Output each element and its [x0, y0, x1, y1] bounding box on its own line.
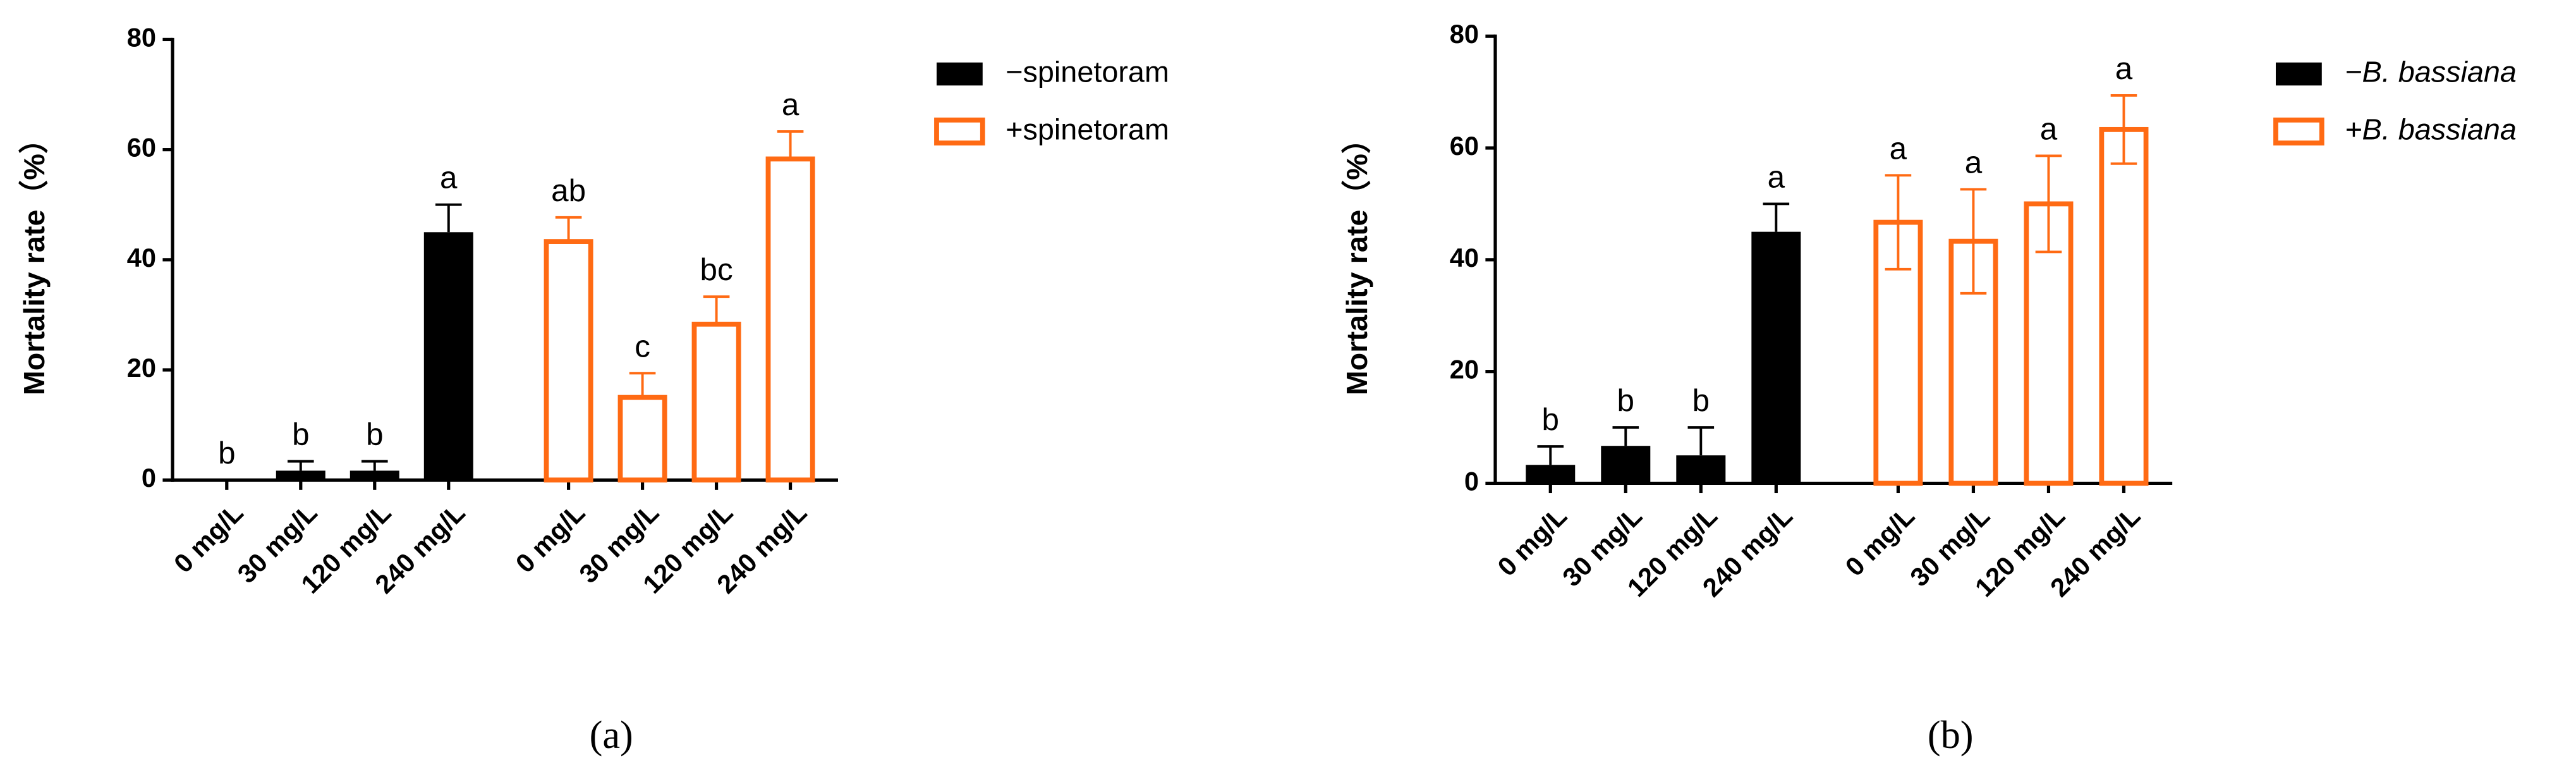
error-bar [1612, 426, 1639, 446]
error-bar [777, 130, 804, 159]
error-bar [2110, 94, 2137, 165]
significance-letter: a [1768, 159, 1785, 194]
y-axis-label: Mortality rate（%） [18, 124, 51, 395]
significance-letter: b [1692, 383, 1710, 418]
y-tick-label: 60 [1450, 131, 1479, 161]
legend-swatch [936, 62, 983, 86]
error-bar [287, 460, 314, 471]
significance-letter: b [366, 417, 383, 452]
bar [691, 321, 741, 483]
bar [423, 232, 473, 481]
significance-letter: a [2115, 51, 2133, 86]
significance-letter: a [782, 87, 799, 122]
bar [349, 470, 399, 481]
caption: (b) [1928, 713, 1974, 757]
bar [765, 156, 815, 483]
significance-letter: b [1542, 402, 1559, 437]
bar [1751, 231, 1801, 484]
legend-swatch [934, 117, 985, 146]
error-bar [1687, 426, 1715, 456]
bar [1601, 446, 1651, 484]
significance-letter: a [1965, 145, 1983, 180]
y-tick-label: 80 [127, 22, 156, 52]
significance-letter: b [292, 417, 309, 452]
bar [2099, 126, 2149, 486]
y-tick-label: 80 [1450, 19, 1479, 49]
error-bar [1960, 188, 1987, 295]
error-bar [703, 295, 730, 324]
error-bar [435, 203, 462, 233]
y-tick-label: 20 [1450, 355, 1479, 384]
error-bar [361, 460, 388, 471]
error-bar [2035, 154, 2062, 254]
significance-letter: ab [551, 173, 586, 208]
legend-label: +B. bassiana [2345, 113, 2517, 145]
legend-swatch [2273, 117, 2324, 146]
y-tick-label: 40 [127, 243, 156, 273]
caption: (a) [590, 713, 633, 757]
bar [617, 395, 667, 483]
y-tick-label: 0 [1464, 466, 1479, 496]
legend-label: +spinetoram [1005, 113, 1169, 145]
y-tick-label: 0 [142, 463, 156, 493]
bar [1526, 465, 1576, 484]
y-tick-label: 60 [127, 133, 156, 162]
significance-letter: bc [700, 252, 733, 287]
significance-letter: b [218, 436, 235, 470]
significance-letter: a [440, 161, 458, 195]
legend-swatch [2275, 62, 2322, 86]
error-bar [1537, 445, 1564, 465]
bar [544, 239, 593, 483]
legend-label: −B. bassiana [2345, 55, 2517, 88]
y-tick-label: 40 [1450, 243, 1479, 273]
error-bar [1763, 202, 1790, 232]
significance-letter: c [635, 329, 650, 364]
y-tick-label: 20 [127, 353, 156, 383]
error-bar [555, 216, 582, 242]
bar [276, 470, 325, 481]
y-axis-label: Mortality rate（%） [1340, 124, 1373, 395]
error-bar [629, 372, 656, 398]
error-bar [1885, 174, 1912, 271]
significance-letter: a [1890, 131, 1907, 166]
significance-letter: a [2040, 111, 2058, 146]
significance-letter: b [1617, 383, 1634, 418]
legend-label: −spinetoram [1005, 55, 1169, 88]
bar [1676, 455, 1726, 484]
